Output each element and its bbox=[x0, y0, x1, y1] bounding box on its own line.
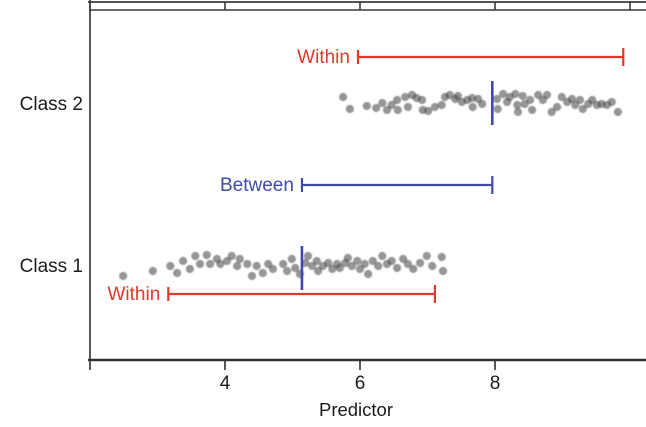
data-point bbox=[438, 266, 448, 276]
data-point bbox=[287, 254, 296, 264]
data-point bbox=[557, 92, 566, 102]
data-point bbox=[345, 104, 354, 114]
data-point bbox=[453, 91, 462, 101]
data-point bbox=[424, 106, 433, 116]
data-point bbox=[353, 256, 362, 266]
points-class-1 bbox=[119, 250, 448, 281]
data-points-layer bbox=[119, 81, 623, 290]
data-point bbox=[518, 91, 527, 101]
x-tick-label: 8 bbox=[490, 373, 501, 394]
data-point bbox=[478, 99, 487, 109]
data-point bbox=[393, 105, 402, 115]
points-class-2 bbox=[339, 89, 623, 117]
data-point bbox=[403, 259, 412, 269]
data-point bbox=[393, 95, 402, 105]
data-point bbox=[416, 258, 425, 268]
data-point bbox=[547, 107, 556, 117]
data-point bbox=[378, 251, 387, 261]
data-point bbox=[567, 94, 577, 104]
data-point bbox=[492, 94, 502, 104]
data-point bbox=[374, 261, 383, 271]
data-point bbox=[513, 107, 523, 117]
data-point bbox=[339, 92, 348, 102]
data-point bbox=[526, 95, 535, 105]
data-point bbox=[179, 256, 188, 266]
data-point bbox=[148, 266, 157, 276]
data-point bbox=[418, 95, 427, 105]
data-point bbox=[360, 259, 369, 269]
data-point bbox=[499, 89, 508, 99]
data-point bbox=[195, 259, 205, 269]
data-point bbox=[387, 256, 396, 266]
data-point bbox=[422, 251, 431, 261]
data-point bbox=[362, 101, 371, 111]
x-tick-label: 4 bbox=[220, 373, 231, 394]
data-point bbox=[437, 100, 446, 110]
data-point bbox=[553, 102, 562, 112]
data-point bbox=[227, 251, 236, 261]
data-point bbox=[542, 90, 552, 100]
interval-label: Within bbox=[297, 47, 350, 68]
data-point bbox=[378, 98, 387, 108]
data-point bbox=[252, 261, 261, 271]
data-point bbox=[243, 259, 252, 269]
interval-label: Within bbox=[108, 284, 161, 305]
data-point bbox=[324, 258, 333, 268]
data-point bbox=[291, 263, 300, 273]
data-point bbox=[401, 92, 410, 102]
data-point bbox=[191, 251, 200, 261]
data-point bbox=[202, 250, 211, 260]
data-point bbox=[575, 95, 585, 105]
data-point bbox=[335, 263, 344, 273]
row-label-class-2: Class 2 bbox=[20, 94, 83, 115]
data-point bbox=[312, 256, 321, 266]
data-point bbox=[233, 261, 242, 271]
data-point bbox=[468, 102, 477, 112]
data-point bbox=[216, 259, 225, 269]
data-point bbox=[511, 89, 520, 99]
x-axis-title: Predictor bbox=[319, 399, 393, 420]
data-point bbox=[372, 103, 381, 113]
data-point bbox=[258, 268, 267, 278]
data-point bbox=[247, 271, 257, 281]
data-point bbox=[513, 100, 522, 110]
data-point bbox=[393, 263, 402, 273]
data-point bbox=[528, 105, 537, 115]
data-point bbox=[119, 271, 128, 281]
interval-between-1: Between bbox=[220, 175, 494, 196]
x-tick-label: 6 bbox=[355, 373, 366, 394]
data-point bbox=[268, 264, 277, 274]
data-point bbox=[235, 254, 244, 264]
data-point bbox=[303, 251, 313, 261]
data-point bbox=[166, 261, 175, 271]
data-point bbox=[578, 104, 587, 114]
data-point bbox=[428, 261, 437, 271]
data-point bbox=[403, 102, 412, 112]
data-point bbox=[387, 100, 396, 110]
data-point bbox=[613, 107, 623, 117]
interval-bars-layer: Within Between Within bbox=[108, 47, 625, 305]
data-point bbox=[364, 269, 373, 279]
data-point bbox=[437, 252, 446, 262]
interval-label: Between bbox=[220, 175, 294, 196]
data-point bbox=[173, 268, 182, 278]
data-point bbox=[607, 97, 616, 107]
data-point bbox=[347, 261, 356, 271]
data-point bbox=[343, 253, 352, 263]
data-point bbox=[493, 104, 502, 114]
data-point bbox=[283, 266, 292, 276]
interval-within-2: Within bbox=[108, 284, 437, 305]
data-point bbox=[368, 256, 377, 266]
data-point bbox=[409, 264, 418, 274]
data-point bbox=[185, 264, 194, 274]
data-point bbox=[206, 259, 215, 269]
data-point bbox=[430, 102, 439, 112]
row-label-class-1: Class 1 bbox=[20, 256, 83, 277]
data-point bbox=[279, 259, 288, 269]
axis-ticks-layer: 4 6 8 bbox=[89, 2, 631, 394]
interval-within-0: Within bbox=[297, 47, 625, 68]
